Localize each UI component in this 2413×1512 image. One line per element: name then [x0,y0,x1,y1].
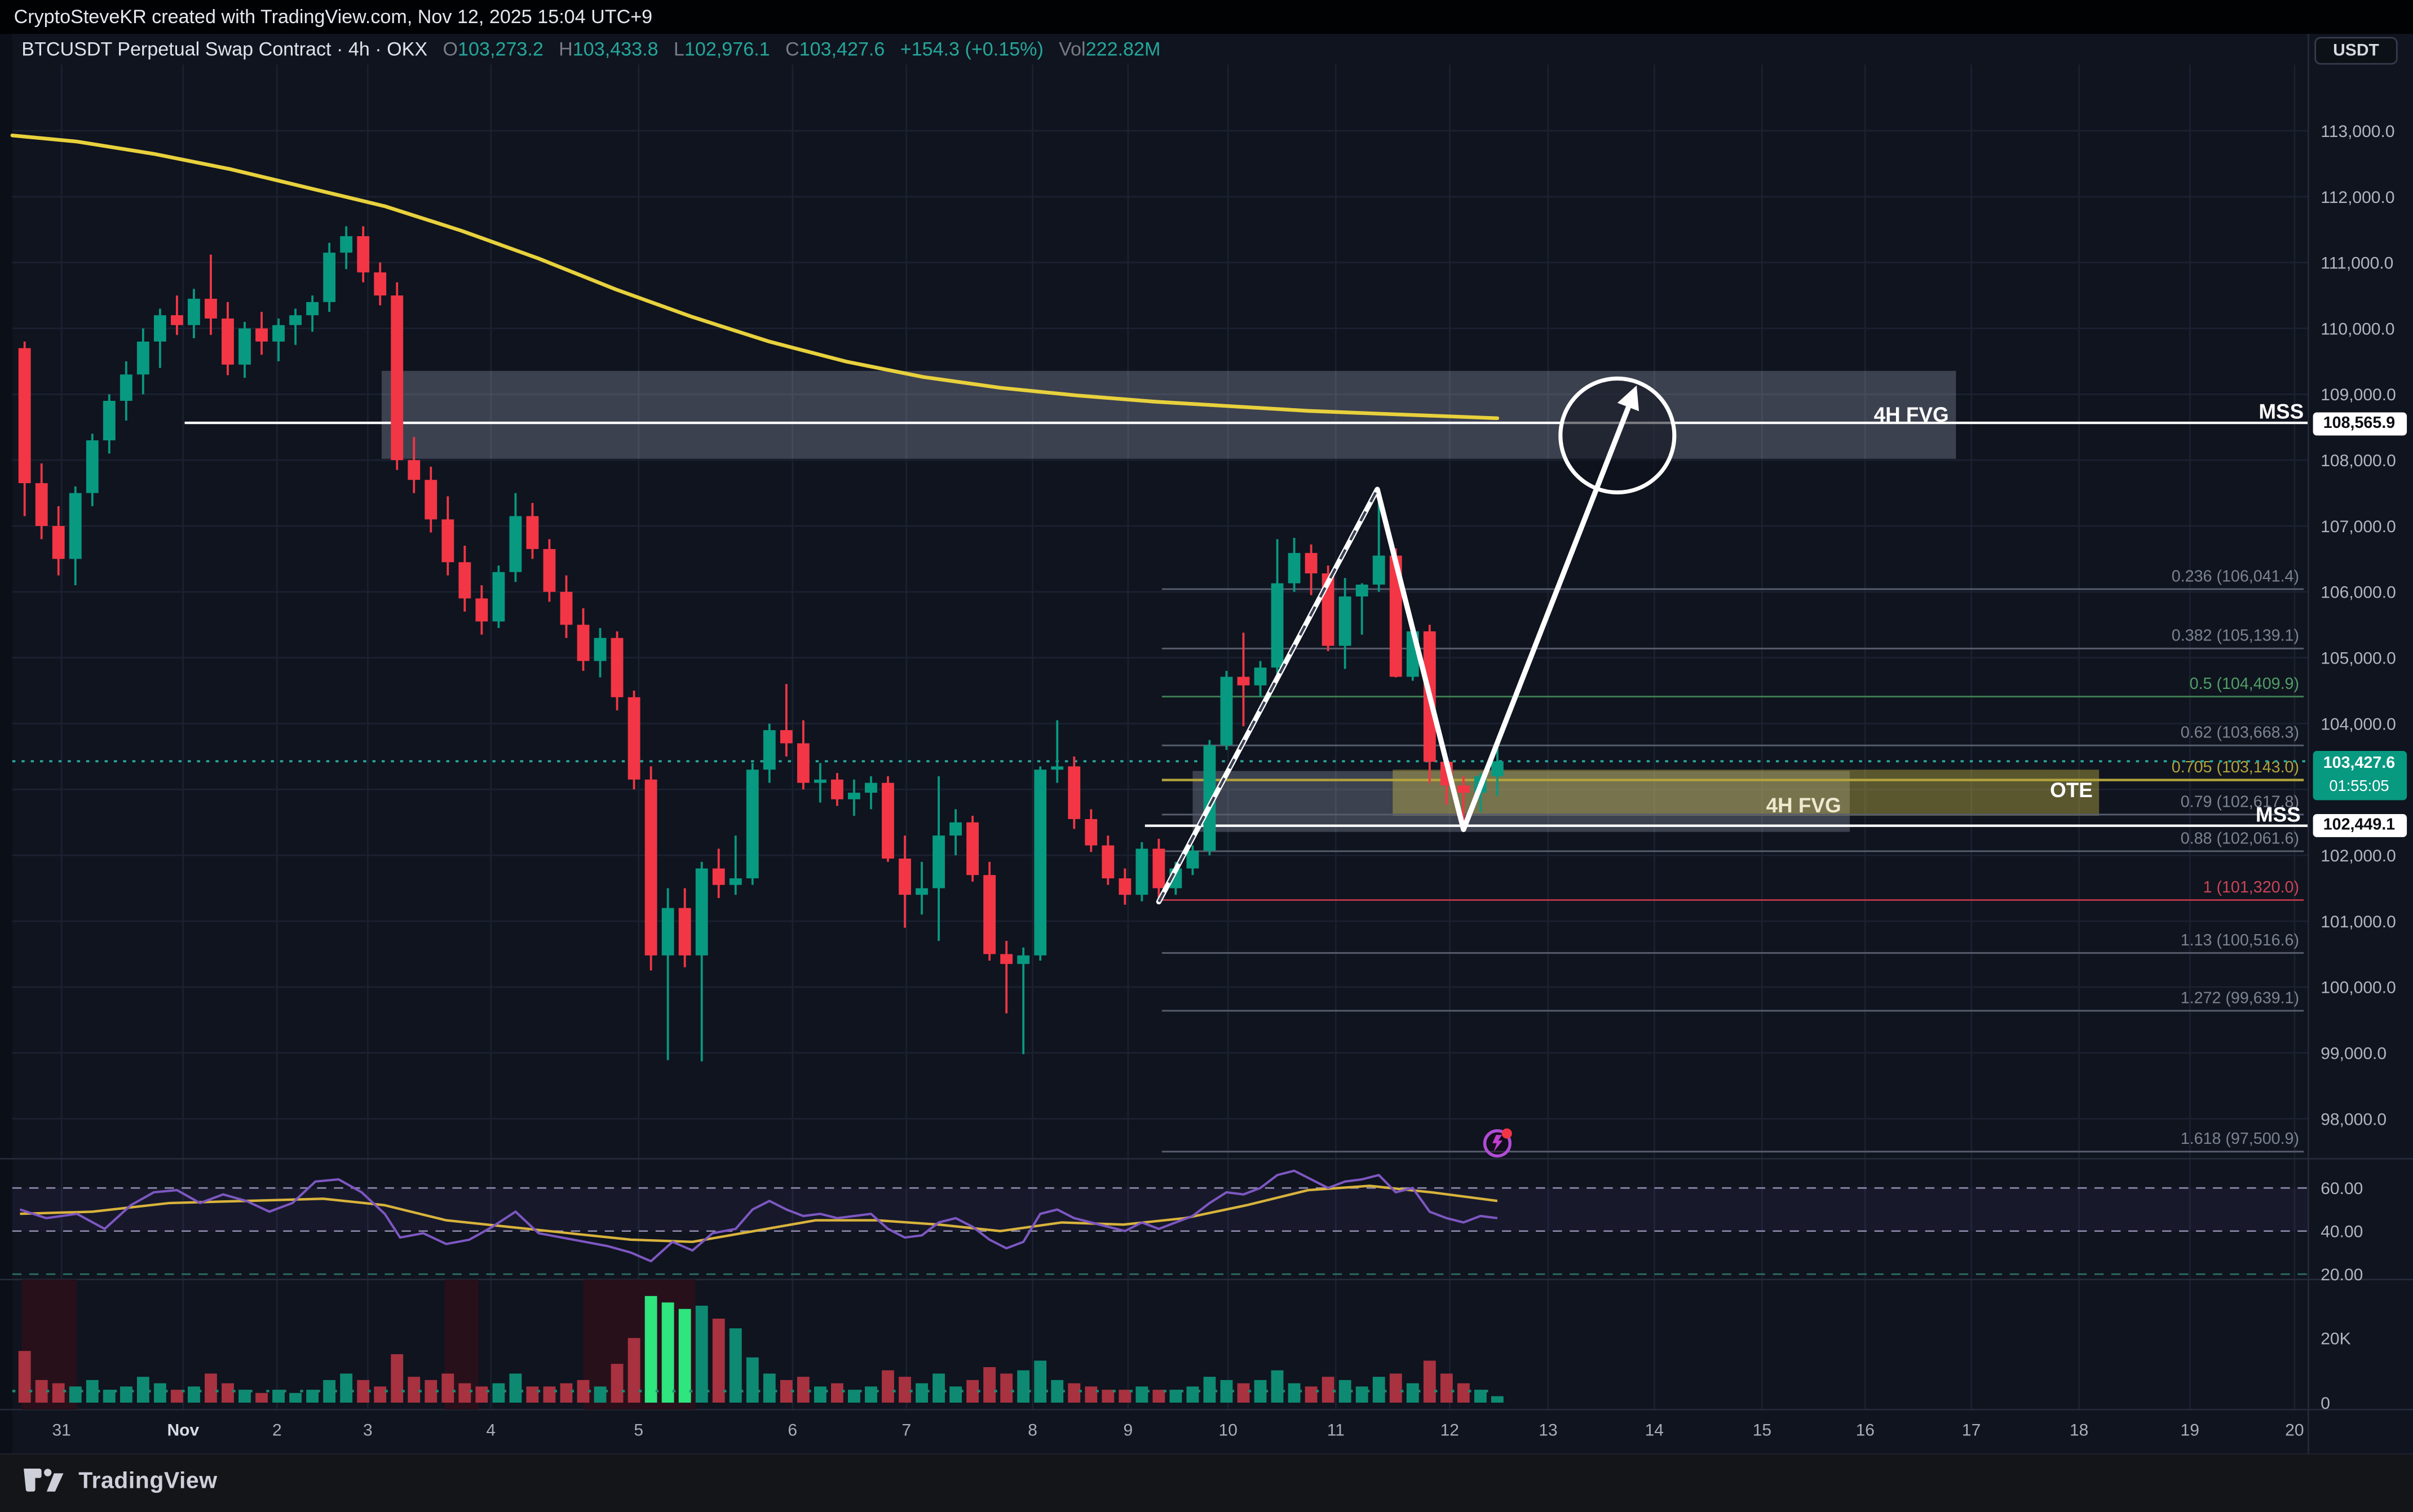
tradingview-logo-icon [24,1469,64,1492]
svg-text:17: 17 [1962,1421,1981,1440]
svg-text:105,000.0: 105,000.0 [2321,649,2396,668]
tradingview-logo[interactable]: TradingView [21,1466,217,1496]
mss-upper-label: MSS [2259,400,2304,423]
svg-text:1.272 (99,639.1): 1.272 (99,639.1) [2181,989,2299,1007]
svg-text:0.62 (103,668.3): 0.62 (103,668.3) [2181,724,2299,742]
tradingview-logo-text: TradingView [78,1468,218,1495]
svg-text:108,000.0: 108,000.0 [2321,452,2396,470]
svg-text:0: 0 [2321,1394,2330,1413]
svg-text:20.00: 20.00 [2321,1266,2363,1284]
svg-text:15: 15 [1753,1421,1771,1440]
svg-text:60.00: 60.00 [2321,1179,2363,1198]
ohlc-stats: O103,273.2 H103,433.8 L102,976.1 C103,427.6… [427,38,1160,60]
ote-zone-label: OTE [2050,779,2093,802]
svg-text:0.705 (103,143.0): 0.705 (103,143.0) [2172,758,2299,776]
svg-text:12: 12 [1440,1421,1459,1440]
currency-label: USDT [2333,41,2379,60]
mss-lower-label: MSS [2255,802,2301,826]
svg-text:109,000.0: 109,000.0 [2321,386,2396,404]
svg-text:3: 3 [363,1421,373,1440]
symbol-legend[interactable]: BTCUSDT Perpetual Swap Contract · 4h · O… [21,36,1160,63]
svg-text:0.236 (106,041.4): 0.236 (106,041.4) [2172,567,2299,585]
svg-text:110,000.0: 110,000.0 [2321,320,2394,338]
svg-text:107,000.0: 107,000.0 [2321,518,2396,536]
stat-Vol: Vol222.82M [1059,38,1161,60]
mss-lower-price-badge: 102,449.1 [2312,814,2406,837]
stat-L: L102,976.1 [673,38,770,60]
svg-text:11: 11 [1327,1421,1345,1440]
bar-countdown: 01:55:05 [2329,777,2389,795]
svg-text:0.5 (104,409.9): 0.5 (104,409.9) [2190,675,2299,693]
fvg-upper-label: 4H FVG [1873,402,1949,426]
fvg-lower-label: 4H FVG [1766,793,1841,817]
svg-text:0.88 (102,061.6): 0.88 (102,061.6) [2181,829,2299,847]
svg-text:98,000.0: 98,000.0 [2321,1110,2387,1129]
mss-upper-price-value: 108,565.9 [2323,413,2396,432]
svg-text:1.13 (100,516.6): 1.13 (100,516.6) [2181,931,2299,949]
footer-bar: TradingView [0,1454,2413,1512]
svg-text:104,000.0: 104,000.0 [2321,715,2396,733]
svg-text:8: 8 [1028,1421,1037,1440]
svg-text:31: 31 [52,1421,70,1440]
svg-text:19: 19 [2181,1421,2199,1440]
stat-change: +154.3 (+0.15%) [900,38,1044,60]
svg-text:40.00: 40.00 [2321,1223,2363,1241]
svg-text:1 (101,320.0): 1 (101,320.0) [2203,878,2299,896]
svg-text:6: 6 [788,1421,797,1440]
svg-text:1.618 (97,500.9): 1.618 (97,500.9) [2181,1130,2299,1148]
svg-text:2: 2 [272,1421,282,1440]
svg-text:113,000.0: 113,000.0 [2321,122,2394,141]
svg-text:7: 7 [901,1421,911,1440]
svg-text:0.382 (105,139.1): 0.382 (105,139.1) [2172,627,2299,645]
live-stream-icon[interactable] [1474,1120,1521,1166]
lightning-bolt-icon [1483,1128,1512,1158]
stat-O: O103,273.2 [443,38,543,60]
last-price-badge: 103,427.6 01:55:05 [2312,750,2406,800]
svg-text:99,000.0: 99,000.0 [2321,1045,2387,1063]
stat-H: H103,433.8 [559,38,659,60]
symbol-description[interactable]: BTCUSDT Perpetual Swap Contract · 4h · O… [21,38,428,60]
svg-text:16: 16 [1856,1421,1875,1440]
svg-text:100,000.0: 100,000.0 [2321,979,2396,997]
snapshot-title-text: CryptoSteveKR created with TradingView.c… [14,6,653,28]
svg-text:20: 20 [2285,1421,2304,1440]
svg-text:10: 10 [1219,1421,1238,1440]
svg-text:101,000.0: 101,000.0 [2321,913,2396,931]
svg-text:20K: 20K [2321,1329,2350,1348]
mss-upper-price-badge: 108,565.9 [2312,412,2406,435]
svg-text:9: 9 [1123,1421,1133,1440]
stat-C: C103,427.6 [785,38,885,60]
svg-text:102,000.0: 102,000.0 [2321,847,2396,865]
svg-text:13: 13 [1539,1421,1557,1440]
svg-text:0.79 (102,617.8): 0.79 (102,617.8) [2181,793,2299,811]
svg-text:106,000.0: 106,000.0 [2321,583,2396,602]
svg-text:18: 18 [2070,1421,2088,1440]
currency-toggle-button[interactable]: USDT [2314,37,2398,65]
snapshot-title: CryptoSteveKR created with TradingView.c… [0,0,2413,34]
mss-lower-price-value: 102,449.1 [2323,815,2396,834]
last-price-value: 103,427.6 [2323,753,2396,772]
svg-text:112,000.0: 112,000.0 [2321,188,2394,207]
svg-text:14: 14 [1645,1421,1664,1440]
svg-text:Nov: Nov [167,1421,199,1440]
svg-text:111,000.0: 111,000.0 [2321,254,2393,273]
svg-text:5: 5 [634,1421,643,1440]
svg-text:4: 4 [486,1421,496,1440]
